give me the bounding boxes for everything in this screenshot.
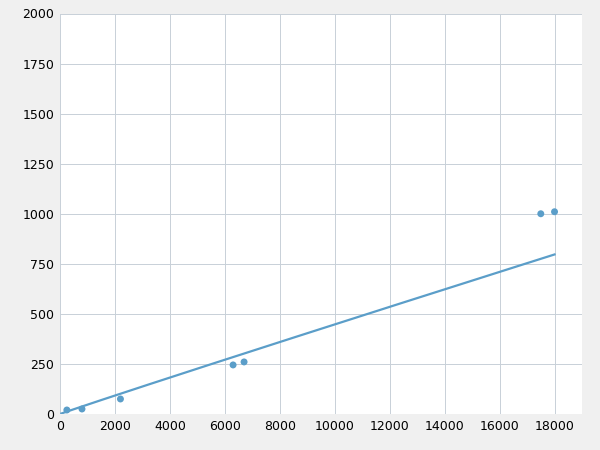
Point [239,358,249,365]
Point [536,210,545,217]
Point [77,405,87,413]
Point [228,361,238,369]
Point [116,396,125,403]
Point [550,208,559,216]
Point [62,406,71,414]
